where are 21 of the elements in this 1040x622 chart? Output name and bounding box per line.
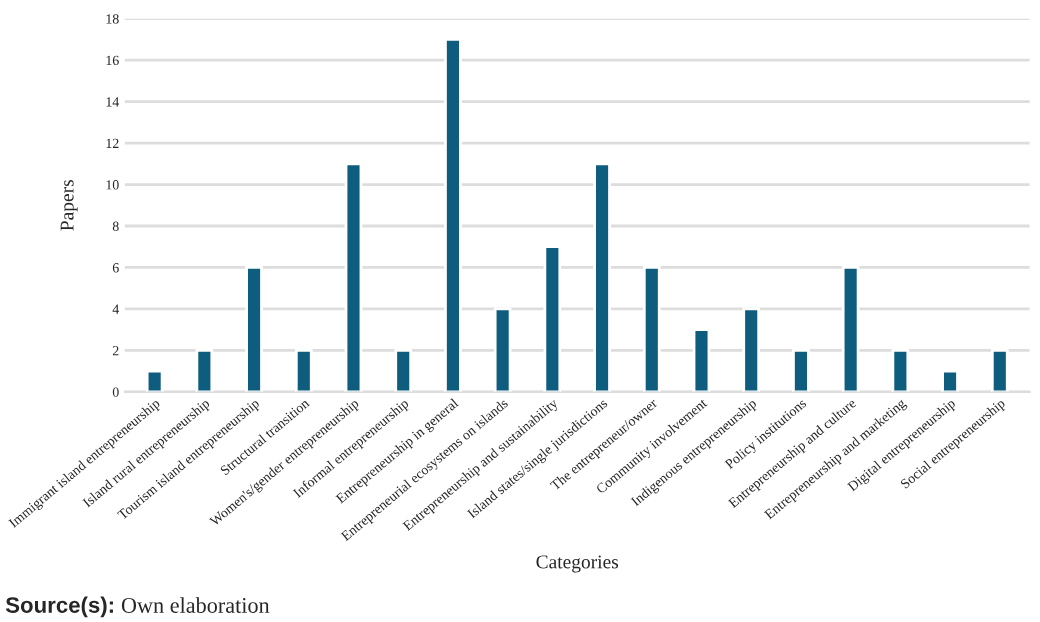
bar [841, 266, 860, 392]
bar [593, 162, 611, 392]
bar [444, 38, 462, 392]
bar [344, 162, 363, 392]
y-axis-title: Papers [60, 180, 78, 231]
x-axis-title: Categories [536, 555, 619, 573]
bar [245, 266, 263, 392]
bar [742, 307, 761, 392]
bar [941, 369, 959, 392]
bar [394, 349, 413, 392]
bar [792, 349, 810, 392]
bar [145, 369, 164, 392]
bar [493, 307, 512, 392]
source-note: Source(s): Own elaboration [5, 596, 270, 618]
bar [294, 349, 313, 392]
bar [692, 328, 711, 392]
bar [543, 245, 562, 392]
bar [891, 349, 910, 392]
bar [195, 349, 214, 392]
bar [990, 349, 1009, 392]
bar [642, 266, 661, 392]
